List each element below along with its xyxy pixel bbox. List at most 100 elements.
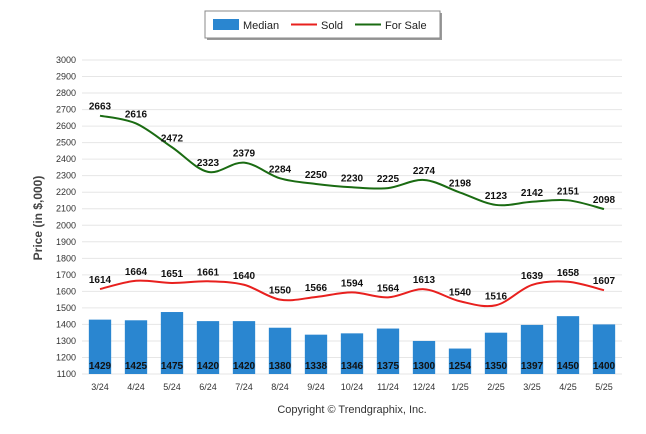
- median-bar-label: 1254: [449, 361, 472, 372]
- median-bar-label: 1375: [377, 361, 400, 372]
- for-sale-data-label: 2151: [557, 186, 580, 197]
- legend: Median Sold For Sale: [204, 10, 442, 40]
- median-bar-label: 1420: [233, 361, 256, 372]
- sold-data-label: 1613: [413, 275, 436, 286]
- sold-data-label: 1550: [269, 286, 292, 297]
- for-sale-data-label: 2616: [125, 109, 148, 120]
- y-tick-label: 3000: [56, 55, 76, 65]
- x-tick-label: 6/24: [199, 382, 217, 392]
- y-tick-label: 2100: [56, 204, 76, 214]
- median-bar: [232, 321, 256, 374]
- x-tick-label: 4/24: [127, 382, 145, 392]
- x-tick-label: 3/24: [91, 382, 109, 392]
- y-tick-label: 2500: [56, 138, 76, 148]
- for-sale-data-label: 2198: [449, 179, 472, 190]
- sold-data-label: 1661: [197, 267, 220, 278]
- series-data-labels: 1614 1664 1651 1661 1640 1550 1566 1594 1564 1613…: [89, 102, 616, 303]
- y-tick-label: 2000: [56, 220, 76, 230]
- y-axis-label: Price (in $,000): [31, 176, 45, 261]
- median-bar-label: 1420: [197, 361, 220, 372]
- for-sale-data-label: 2284: [269, 164, 292, 175]
- for-sale-data-label: 2663: [89, 102, 112, 113]
- sold-data-label: 1664: [125, 267, 148, 278]
- legend-label-median: Median: [243, 20, 279, 32]
- x-tick-label: 10/24: [341, 382, 364, 392]
- for-sale-data-label: 2379: [233, 149, 256, 160]
- for-sale-data-label: 2323: [197, 158, 220, 169]
- median-bar: [484, 332, 508, 374]
- median-bar-labels: 1429 1425 1475 1420 1420 1380 1338 1346 1375 1300…: [89, 361, 616, 372]
- median-bar-label: 1429: [89, 361, 112, 372]
- y-tick-label: 1100: [57, 369, 76, 379]
- for-sale-data-label: 2098: [593, 195, 616, 206]
- median-bars: [88, 312, 616, 374]
- y-axis-ticks: 1100 1200 1300 1400 1500 1600 1700 1800 1900 2000…: [56, 55, 76, 379]
- y-tick-label: 1900: [56, 237, 76, 247]
- y-tick-label: 2900: [56, 72, 76, 82]
- for-sale-data-label: 2142: [521, 188, 544, 199]
- y-tick-label: 1400: [56, 319, 76, 329]
- copyright-footer: Copyright © Trendgraphix, Inc.: [277, 404, 426, 416]
- y-tick-label: 1300: [56, 336, 76, 346]
- x-tick-label: 12/24: [413, 382, 436, 392]
- y-tick-label: 2200: [56, 187, 76, 197]
- for-sale-data-label: 2230: [341, 173, 364, 184]
- median-bar: [268, 327, 292, 374]
- median-bar: [448, 348, 472, 374]
- median-bar: [412, 340, 436, 374]
- median-bar-label: 1350: [485, 361, 508, 372]
- x-axis-ticks: 3/24 4/24 5/24 6/24 7/24 8/24 9/24 10/24 11/24 12…: [91, 382, 613, 392]
- sold-data-label: 1607: [593, 276, 616, 287]
- y-tick-label: 2300: [56, 171, 76, 181]
- y-tick-label: 1200: [56, 352, 76, 362]
- for-sale-data-label: 2123: [485, 191, 508, 202]
- x-tick-label: 9/24: [307, 382, 325, 392]
- sold-data-label: 1639: [521, 271, 544, 282]
- sold-data-label: 1594: [341, 278, 364, 289]
- median-bar-label: 1380: [269, 361, 292, 372]
- median-bar: [520, 324, 544, 374]
- x-tick-label: 2/25: [487, 382, 505, 392]
- y-tick-label: 1500: [56, 303, 76, 313]
- median-bar: [340, 333, 364, 374]
- for-sale-data-label: 2472: [161, 133, 184, 144]
- y-tick-label: 1800: [56, 253, 76, 263]
- legend-box: [204, 10, 441, 39]
- median-bar: [376, 328, 400, 374]
- median-bar: [88, 319, 112, 374]
- sold-data-label: 1564: [377, 283, 400, 294]
- for-sale-data-label: 2250: [305, 170, 328, 181]
- legend-label-for-sale: For Sale: [385, 20, 427, 32]
- median-bar: [160, 312, 184, 374]
- sold-data-label: 1566: [305, 283, 328, 294]
- x-tick-label: 8/24: [271, 382, 289, 392]
- x-tick-label: 1/25: [451, 382, 469, 392]
- series-lines: [99, 114, 605, 308]
- sold-data-label: 1658: [557, 268, 580, 279]
- y-tick-label: 2400: [56, 154, 76, 164]
- sold-data-label: 1540: [449, 287, 472, 298]
- legend-swatch-median: [213, 19, 239, 30]
- x-tick-label: 5/25: [595, 382, 613, 392]
- sold-data-label: 1516: [485, 291, 508, 302]
- sold-data-label: 1640: [233, 271, 256, 282]
- median-bar: [592, 324, 616, 374]
- median-bar-label: 1338: [305, 361, 328, 372]
- x-tick-label: 7/24: [235, 382, 253, 392]
- median-bar-label: 1475: [161, 361, 184, 372]
- median-bar-label: 1346: [341, 361, 364, 372]
- for-sale-data-label: 2225: [377, 174, 400, 185]
- median-bar-label: 1425: [125, 361, 148, 372]
- x-tick-label: 4/25: [559, 382, 577, 392]
- median-bar: [124, 320, 148, 374]
- median-bar-label: 1397: [521, 361, 544, 372]
- for-sale-data-label: 2274: [413, 166, 436, 177]
- median-bar-label: 1300: [413, 361, 436, 372]
- y-tick-label: 2800: [56, 88, 76, 98]
- legend-label-sold: Sold: [321, 20, 343, 32]
- x-tick-label: 5/24: [163, 382, 181, 392]
- x-tick-label: 3/25: [523, 382, 541, 392]
- median-bar: [556, 316, 580, 374]
- y-tick-label: 2700: [56, 105, 76, 115]
